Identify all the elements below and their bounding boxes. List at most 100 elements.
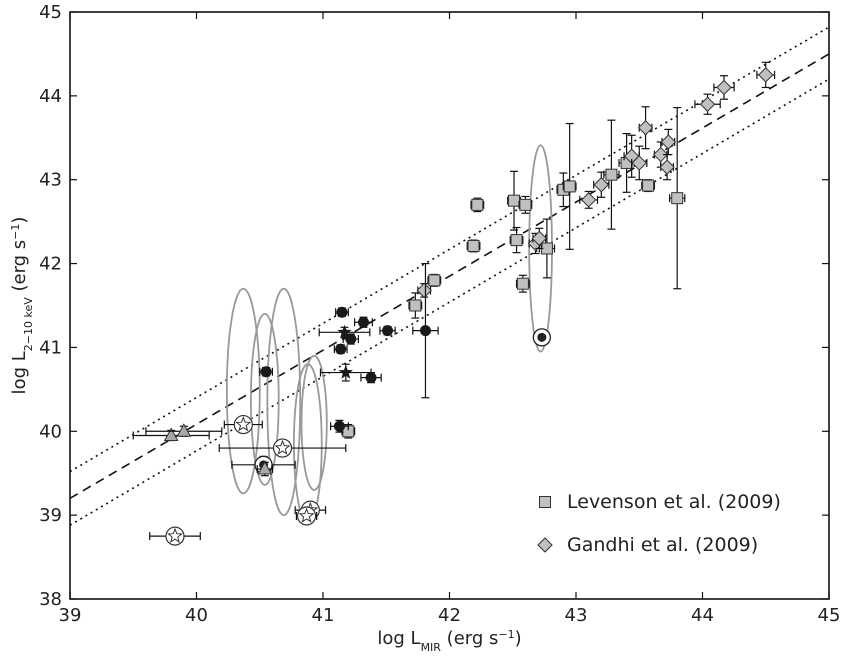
diamond-marker xyxy=(758,67,774,83)
square-marker xyxy=(539,496,551,508)
legend-entry: Levenson et al. (2009) xyxy=(539,491,781,513)
data-point xyxy=(416,282,432,299)
diamond-marker xyxy=(537,537,553,553)
data-point xyxy=(318,324,371,339)
diamond-marker xyxy=(699,96,716,112)
uncertainty-ellipse xyxy=(266,287,302,517)
data-point xyxy=(531,227,548,250)
triangle-marker xyxy=(163,427,179,441)
diamond-marker xyxy=(716,79,732,96)
filled-circle-marker xyxy=(335,343,347,355)
data-point xyxy=(145,423,223,437)
square-marker xyxy=(605,168,618,181)
data-point xyxy=(641,179,656,193)
legend-label: Levenson et al. (2009) xyxy=(567,491,781,513)
data-point xyxy=(507,170,521,231)
inner-dot-marker xyxy=(537,332,547,342)
data-point xyxy=(329,419,349,433)
square-marker xyxy=(510,234,523,247)
diamond-marker xyxy=(659,159,675,175)
data-point xyxy=(637,106,654,150)
data-point xyxy=(295,506,318,526)
square-marker xyxy=(508,194,521,207)
filled-circle-marker xyxy=(382,325,394,337)
square-marker xyxy=(642,179,655,192)
data-point xyxy=(509,226,524,254)
y-tick-label: 42 xyxy=(39,254,62,275)
data-point xyxy=(223,414,263,435)
data-point xyxy=(515,274,530,293)
data-point xyxy=(756,61,776,89)
data-point xyxy=(466,239,481,253)
data-point xyxy=(518,195,533,214)
diamond-marker xyxy=(660,134,677,150)
x-axis-label: log LMIR (erg s−1) xyxy=(377,628,521,654)
open-star-marker xyxy=(298,507,315,523)
filled-circle-marker xyxy=(336,306,348,318)
y-tick-label: 43 xyxy=(39,170,62,191)
filled-star-marker xyxy=(338,365,353,379)
square-marker xyxy=(671,192,684,205)
data-point xyxy=(319,363,372,382)
square-marker xyxy=(563,180,576,193)
data-point xyxy=(470,197,485,213)
data-point xyxy=(659,153,675,181)
data-point xyxy=(603,119,620,230)
uncertainty-ellipse xyxy=(300,354,328,491)
uncertainty-ellipse xyxy=(225,287,261,495)
diamond-marker xyxy=(631,155,647,171)
y-tick-label: 44 xyxy=(39,86,62,107)
open-star-marker xyxy=(235,416,252,432)
open-star-marker xyxy=(274,439,291,455)
uncertainty-ellipse xyxy=(293,363,323,525)
filled-circle-marker xyxy=(333,420,345,432)
x-tick-label: 42 xyxy=(438,605,461,626)
data-point xyxy=(335,306,349,318)
uncertainty-ellipse xyxy=(249,312,280,486)
square-marker xyxy=(467,239,480,252)
data-point xyxy=(218,438,347,458)
legend-entry: Gandhi et al. (2009) xyxy=(537,534,758,556)
data-point xyxy=(333,343,348,355)
data-points xyxy=(132,61,776,546)
diamond-marker xyxy=(637,120,654,136)
data-point xyxy=(562,122,577,250)
square-marker xyxy=(516,277,529,290)
y-tick-label: 38 xyxy=(39,589,62,610)
filled-circle-marker xyxy=(419,325,431,337)
x-tick-label: 41 xyxy=(312,605,335,626)
y-axis-label: log L2−10 keV (erg s−1) xyxy=(9,217,35,395)
x-tick-label: 45 xyxy=(818,605,841,626)
data-point xyxy=(259,366,273,378)
data-point xyxy=(532,328,551,347)
y-tick-label: 45 xyxy=(39,2,62,23)
diamond-marker xyxy=(531,230,548,247)
filled-circle-marker xyxy=(260,366,272,378)
data-point xyxy=(132,427,210,442)
data-point xyxy=(427,273,442,287)
data-point xyxy=(408,292,423,319)
square-marker xyxy=(519,198,532,211)
x-tick-label: 40 xyxy=(185,605,208,626)
square-marker xyxy=(471,198,484,211)
filled-circle-marker xyxy=(365,372,377,384)
y-tick-label: 41 xyxy=(39,337,62,358)
x-tick-label: 43 xyxy=(565,605,588,626)
diamond-marker xyxy=(593,177,610,193)
legend: Levenson et al. (2009) Gandhi et al. (200… xyxy=(537,491,781,556)
relation-lines xyxy=(69,26,830,526)
y-tick-label: 40 xyxy=(39,421,62,442)
data-point xyxy=(660,128,677,156)
filled-star-marker xyxy=(337,324,352,339)
y-tick-label: 39 xyxy=(39,505,62,526)
data-point xyxy=(631,145,648,181)
diamond-marker xyxy=(653,146,669,163)
scatter-bound-line xyxy=(69,26,830,473)
open-star-marker xyxy=(166,527,184,543)
square-marker xyxy=(428,274,441,287)
diamond-marker xyxy=(580,192,597,208)
data-point xyxy=(342,333,360,345)
data-point xyxy=(669,106,686,290)
